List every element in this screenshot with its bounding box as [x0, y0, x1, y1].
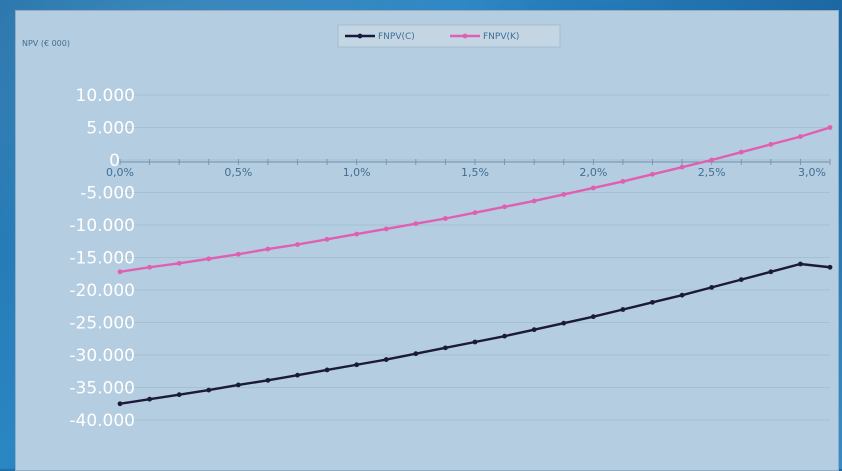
- data-point: [472, 339, 478, 345]
- data-point: [650, 171, 655, 177]
- y-tick-label: -5.000: [80, 184, 135, 204]
- data-point: [235, 251, 241, 257]
- data-point: [265, 377, 271, 383]
- x-tick-label: 0,5%: [224, 166, 252, 179]
- data-point: [354, 231, 360, 237]
- y-tick-label: 10.000: [76, 86, 135, 106]
- y-tick-label: 5.000: [86, 119, 135, 139]
- y-tick-label: -40.000: [69, 411, 135, 431]
- data-point: [768, 269, 774, 275]
- x-tick-label: 3,0%: [798, 166, 826, 179]
- data-point: [531, 198, 537, 204]
- data-point: [117, 269, 123, 275]
- x-tick-label: 1,0%: [343, 166, 371, 179]
- legend: FNPV(C) FNPV(K): [337, 24, 561, 48]
- data-point: [235, 382, 241, 388]
- series-lines: [117, 125, 833, 407]
- data-point: [176, 260, 182, 266]
- y-axis-title: NPV (€ 000): [22, 39, 70, 48]
- legend-marker: [462, 33, 468, 39]
- gridlines: [120, 94, 830, 421]
- data-point: [798, 261, 803, 267]
- data-point: [324, 236, 330, 242]
- y-tick-label: -15.000: [69, 249, 135, 269]
- data-point: [117, 401, 123, 407]
- data-point: [295, 242, 300, 247]
- legend-label: FNPV(C): [378, 32, 415, 42]
- data-point: [620, 307, 626, 312]
- data-point: [650, 299, 655, 305]
- data-point: [798, 134, 803, 140]
- y-tick-label: -20.000: [69, 281, 135, 301]
- x-tick-label: 0,0%: [106, 166, 134, 179]
- data-point: [679, 164, 685, 170]
- data-point: [561, 320, 567, 326]
- data-point: [176, 392, 182, 398]
- x-axis: 0,0% 0,5% 1,0% 1,5% 2,0% 2,5% 3,0%: [106, 159, 831, 179]
- data-point: [472, 210, 478, 216]
- data-point: [383, 226, 389, 232]
- legend-label: FNPV(K): [483, 32, 519, 42]
- data-point: [709, 157, 715, 163]
- data-point: [443, 216, 448, 221]
- data-point: [413, 221, 419, 227]
- data-point: [709, 285, 715, 290]
- data-point: [502, 204, 507, 210]
- y-tick-label: 0: [109, 151, 120, 171]
- legend-marker: [357, 33, 363, 39]
- data-point: [324, 367, 330, 373]
- data-point: [147, 396, 152, 402]
- data-point: [590, 185, 596, 191]
- data-point: [620, 179, 626, 184]
- legend-box: [337, 24, 561, 48]
- x-tick-label: 2,5%: [698, 166, 726, 179]
- data-point: [383, 357, 389, 362]
- data-point: [590, 314, 596, 320]
- y-tick-label: -35.000: [69, 379, 135, 399]
- data-point: [413, 351, 419, 357]
- x-tick-label: 2,0%: [579, 166, 607, 179]
- data-point: [679, 292, 685, 298]
- data-point: [206, 256, 212, 262]
- data-point: [295, 372, 300, 378]
- data-point: [531, 327, 537, 333]
- data-point: [265, 246, 271, 252]
- data-point: [827, 264, 833, 270]
- data-point: [827, 125, 833, 130]
- data-point: [738, 149, 744, 155]
- data-point: [768, 142, 774, 147]
- data-point: [561, 192, 567, 197]
- data-point: [206, 387, 212, 393]
- y-axis-labels: 10.000 5.000 0 -5.000 -10.000 -15.000 -20.000 -…: [69, 86, 135, 431]
- data-point: [502, 333, 507, 339]
- data-point: [738, 277, 744, 282]
- plot-area: [120, 72, 830, 427]
- y-tick-label: -10.000: [69, 216, 135, 236]
- x-tick-label: 1,5%: [461, 166, 489, 179]
- data-point: [354, 362, 360, 368]
- data-point: [147, 264, 152, 270]
- data-point: [443, 345, 448, 351]
- y-tick-label: -25.000: [69, 314, 135, 334]
- y-tick-label: -30.000: [69, 346, 135, 366]
